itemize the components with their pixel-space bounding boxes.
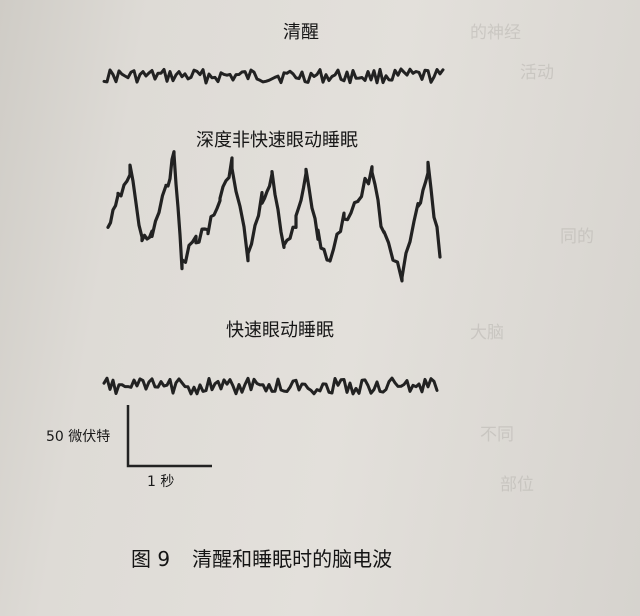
scale-bar — [126, 405, 212, 468]
bleed-through-text: 大脑 — [470, 323, 504, 343]
figure-number: 图 9 — [131, 547, 171, 571]
scale-bar-time-label: 1 秒 — [147, 474, 175, 490]
awake-eeg-trace — [102, 67, 445, 85]
bleed-through-text: 部位 — [500, 475, 534, 495]
bleed-through-text: 同的 — [560, 227, 594, 247]
figure-caption-text: 清醒和睡眠时的脑电波 — [192, 547, 393, 571]
rem-eeg-trace — [102, 376, 439, 396]
deep-sleep-eeg-trace — [106, 150, 442, 283]
deep-sleep-label: 深度非快速眼动睡眠 — [196, 130, 358, 151]
bleed-through-text: 的神经 — [470, 23, 521, 43]
awake-label: 清醒 — [283, 22, 319, 43]
scale-bar-voltage-label: 50 微伏特 — [46, 429, 111, 445]
bleed-through-text: 不同 — [480, 425, 514, 445]
bleed-through-text: 活动 — [520, 63, 554, 83]
figure-caption: 图 9 清醒和睡眠时的脑电波 — [131, 543, 392, 572]
rem-sleep-label: 快速眼动睡眠 — [226, 320, 334, 341]
